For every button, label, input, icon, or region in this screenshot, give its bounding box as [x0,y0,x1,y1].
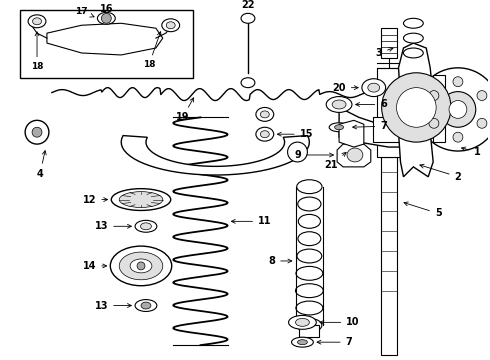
Text: 18: 18 [31,32,43,71]
Ellipse shape [292,337,313,347]
Text: 17: 17 [75,7,94,17]
Circle shape [288,142,307,162]
Circle shape [382,73,451,142]
Text: 18: 18 [143,32,161,69]
Circle shape [440,91,476,127]
Text: 21: 21 [324,152,346,170]
Circle shape [477,91,487,100]
Text: 8: 8 [269,256,292,266]
Ellipse shape [403,33,423,43]
Polygon shape [121,136,309,175]
Bar [299,325,319,337]
Circle shape [429,91,439,100]
Polygon shape [398,43,433,177]
Text: 14: 14 [83,261,107,271]
Ellipse shape [241,13,255,23]
Polygon shape [337,144,371,167]
Ellipse shape [119,192,163,207]
Ellipse shape [362,79,386,96]
Text: 12: 12 [83,194,108,204]
Polygon shape [339,120,364,147]
Text: 19: 19 [176,98,194,122]
Text: 13: 13 [95,221,131,231]
Ellipse shape [403,48,423,58]
Circle shape [137,262,145,270]
Circle shape [453,77,463,87]
Polygon shape [339,107,414,147]
Ellipse shape [241,78,255,87]
Ellipse shape [297,249,322,263]
Circle shape [396,87,436,127]
Ellipse shape [298,197,321,211]
Text: 7: 7 [353,121,387,131]
Circle shape [429,118,439,128]
Text: 1: 1 [462,147,481,157]
Bar [381,157,396,355]
Text: 10: 10 [320,318,360,327]
Ellipse shape [296,266,323,280]
Text: 7: 7 [317,337,352,347]
Ellipse shape [32,18,42,25]
Text: 2: 2 [420,164,461,182]
Ellipse shape [130,259,152,273]
Ellipse shape [335,125,343,130]
Polygon shape [47,23,163,55]
Ellipse shape [166,22,175,29]
Ellipse shape [403,18,423,28]
Ellipse shape [332,100,346,109]
Bar [20,10,194,78]
Text: 9: 9 [294,150,333,160]
Ellipse shape [298,232,321,246]
Circle shape [101,13,111,23]
Circle shape [25,120,49,144]
Ellipse shape [162,19,180,32]
Circle shape [32,127,42,137]
Bar [377,68,400,157]
Text: 15: 15 [277,129,313,139]
Ellipse shape [260,111,270,118]
Text: 6: 6 [356,99,387,109]
Ellipse shape [135,220,157,232]
Ellipse shape [289,315,317,329]
Ellipse shape [295,284,323,298]
Ellipse shape [111,189,171,211]
Ellipse shape [256,127,274,141]
Text: 3: 3 [375,48,393,58]
Circle shape [416,68,490,151]
Circle shape [477,118,487,128]
Text: 22: 22 [241,0,255,10]
Ellipse shape [296,301,323,315]
Ellipse shape [298,215,320,228]
Text: 16: 16 [99,4,113,14]
Ellipse shape [347,148,363,162]
Circle shape [453,132,463,142]
Ellipse shape [329,123,349,132]
Ellipse shape [135,300,157,311]
Ellipse shape [141,302,151,309]
Ellipse shape [295,318,309,326]
Text: 20: 20 [332,83,358,93]
Circle shape [449,100,467,118]
Text: 5: 5 [404,202,441,219]
Ellipse shape [119,252,163,280]
Bar [381,28,396,58]
Ellipse shape [110,246,172,286]
Bar [433,75,445,142]
Ellipse shape [326,96,352,112]
Ellipse shape [368,83,380,92]
Ellipse shape [297,180,322,194]
Ellipse shape [98,12,115,24]
Text: 4: 4 [37,151,46,179]
Ellipse shape [28,15,46,28]
Text: 11: 11 [231,216,271,226]
Ellipse shape [256,107,274,121]
Ellipse shape [297,340,307,345]
Text: 13: 13 [95,301,131,311]
Bar [373,117,404,142]
Ellipse shape [297,318,322,332]
Ellipse shape [141,223,151,230]
Ellipse shape [260,131,270,138]
